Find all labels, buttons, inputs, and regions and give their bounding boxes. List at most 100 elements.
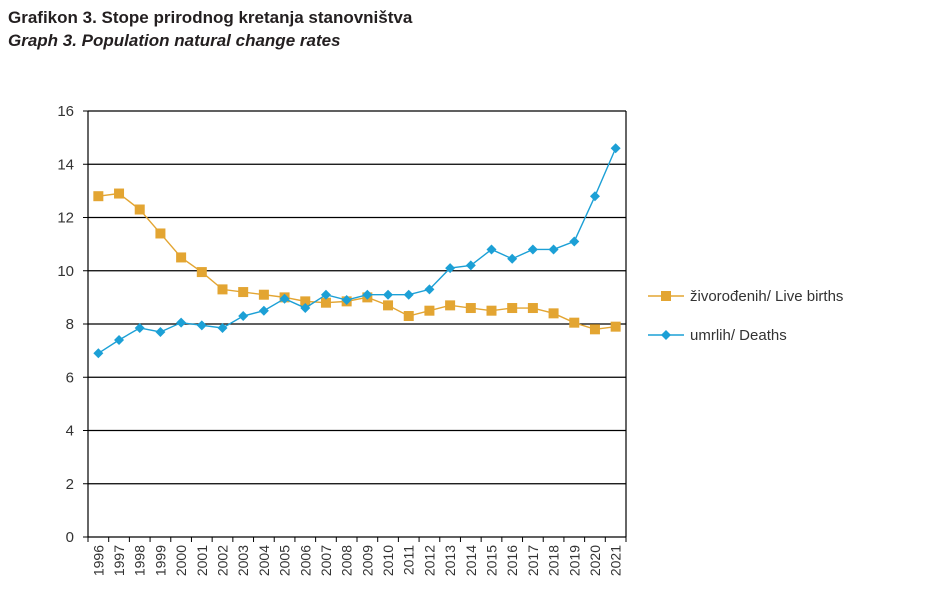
series-live-births (93, 188, 621, 335)
data-point (196, 320, 207, 331)
legend-item: umrlih/ Deaths (648, 327, 787, 344)
data-point (217, 284, 228, 295)
data-point (403, 311, 414, 322)
data-point (217, 322, 228, 333)
series-line (98, 192, 616, 331)
x-axis-ticks: 1996 1997 1998 1999 2000 2001 2002 2003 2004 2005… (90, 545, 623, 576)
y-tick-label: 12 (57, 210, 74, 227)
x-tick-label: 2015 (484, 545, 500, 576)
data-point (424, 284, 435, 295)
x-tick-label: 2009 (359, 545, 375, 576)
legend-label: umrlih/ Deaths (690, 327, 787, 344)
data-point (114, 188, 125, 199)
x-tick-label: 2012 (421, 545, 437, 576)
x-tick-label: 2019 (566, 545, 582, 576)
data-point (155, 326, 166, 337)
data-point (610, 321, 621, 332)
x-tick-label: 2002 (215, 545, 231, 576)
x-tick-label: 2021 (608, 545, 624, 576)
data-point (114, 334, 125, 345)
data-point (486, 244, 497, 255)
data-point (589, 324, 600, 335)
x-tick-label: 2010 (380, 545, 396, 576)
x-tick-label: 2020 (587, 545, 603, 576)
y-tick-label: 14 (57, 156, 74, 173)
data-point (300, 296, 311, 307)
data-point (320, 297, 331, 308)
data-point (300, 303, 311, 314)
y-tick-label: 16 (57, 103, 74, 120)
data-point (93, 348, 104, 359)
data-point (155, 228, 166, 239)
data-point (383, 289, 394, 300)
y-tick-label: 10 (57, 263, 74, 280)
data-point (176, 317, 187, 328)
y-tick-label: 6 (66, 369, 74, 386)
data-point (258, 305, 269, 316)
gridlines (88, 110, 626, 485)
y-axis-ticks: 0 2 4 6 8 10 12 14 16 (57, 103, 74, 546)
x-tick-label: 1996 (90, 545, 106, 576)
x-tick-label: 2005 (277, 545, 293, 576)
data-point (527, 303, 538, 314)
data-point (424, 305, 435, 316)
y-tick-label: 8 (66, 316, 74, 333)
data-point (548, 244, 559, 255)
x-tick-label: 2013 (442, 545, 458, 576)
legend-label: živorođenih/ Live births (690, 288, 843, 305)
legend-marker (661, 330, 671, 340)
data-point (196, 267, 207, 278)
data-point (279, 293, 290, 304)
data-point (465, 260, 476, 271)
legend-item: živorođenih/ Live births (648, 288, 843, 305)
data-point (527, 244, 538, 255)
x-tick-label: 2017 (525, 545, 541, 576)
data-point (320, 289, 331, 300)
data-point (362, 289, 373, 300)
legend-marker (661, 291, 671, 301)
x-tick-label: 2014 (463, 545, 479, 576)
x-tick-label: 2004 (256, 545, 272, 576)
data-point (465, 303, 476, 314)
data-point (134, 204, 145, 215)
x-tick-label: 2007 (318, 545, 334, 576)
data-point (610, 143, 621, 154)
y-tick-label: 4 (66, 423, 74, 440)
data-point (445, 263, 456, 274)
x-tick-label: 2000 (173, 545, 189, 576)
data-point (258, 289, 269, 300)
data-point (176, 252, 187, 263)
x-tick-label: 2006 (297, 545, 313, 576)
x-tick-label: 2016 (504, 545, 520, 576)
chart-subtitle: Graph 3. Population natural change rates (8, 31, 341, 50)
x-tick-label: 1997 (111, 545, 127, 576)
data-point (403, 289, 414, 300)
data-point (569, 236, 580, 247)
x-tick-label: 2001 (194, 545, 210, 576)
data-point (341, 295, 352, 306)
data-point (486, 305, 497, 316)
legend: živorođenih/ Live births umrlih/ Deaths (648, 288, 843, 344)
x-tick-label: 2011 (401, 545, 417, 575)
data-point (569, 317, 580, 328)
series (93, 143, 621, 359)
y-tick-label: 2 (66, 476, 74, 493)
data-point (383, 300, 394, 311)
data-point (548, 308, 559, 319)
data-point (507, 303, 518, 314)
data-point (93, 191, 104, 202)
series-deaths (93, 143, 621, 359)
x-tick-label: 2008 (339, 545, 355, 576)
data-point (238, 287, 249, 298)
y-tick-label: 0 (66, 529, 74, 546)
data-point (589, 191, 600, 202)
x-tick-label: 2018 (546, 545, 562, 576)
x-tick-label: 1998 (132, 545, 148, 576)
x-tick-label: 1999 (152, 545, 168, 576)
chart-title: Grafikon 3. Stope prirodnog kretanja sta… (8, 8, 413, 27)
data-point (507, 253, 518, 264)
data-point (134, 322, 145, 333)
data-point (445, 300, 456, 311)
axes (83, 110, 627, 542)
